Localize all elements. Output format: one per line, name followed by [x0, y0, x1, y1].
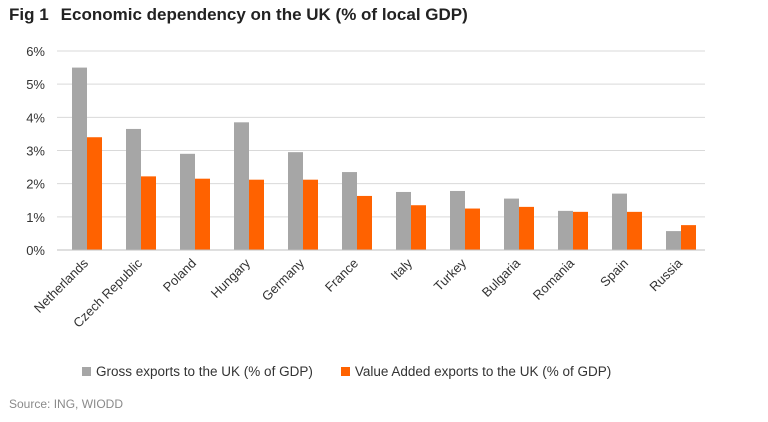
bar-gross — [504, 198, 519, 250]
bar-gross — [396, 191, 411, 250]
y-tick-label: 2% — [26, 177, 45, 192]
title-text: Economic dependency on the UK (% of loca… — [60, 5, 468, 24]
x-tick-label: Romania — [530, 255, 578, 303]
bar-gross — [126, 128, 141, 250]
bar-gross — [558, 210, 573, 250]
bar-gross — [342, 172, 357, 250]
y-tick-label: 3% — [26, 144, 45, 159]
x-tick-label: Germany — [259, 255, 308, 304]
bar-value-added — [627, 211, 642, 250]
bar-value-added — [573, 211, 588, 250]
x-tick-label: Spain — [597, 256, 631, 290]
source-note: Source: ING, WIODD — [9, 397, 124, 411]
bar-gross — [288, 152, 303, 250]
bar-value-added — [681, 225, 696, 250]
bar-gross — [72, 67, 87, 250]
y-tick-label: 1% — [26, 210, 45, 225]
bar-value-added — [249, 179, 264, 250]
bar-value-added — [303, 179, 318, 250]
bar-value-added — [411, 205, 426, 250]
gridlines — [57, 50, 705, 218]
y-tick-label: 0% — [26, 243, 45, 258]
bar-value-added — [465, 208, 480, 250]
x-tick-label: Russia — [646, 255, 685, 294]
legend-label-value-added: Value Added exports to the UK (% of GDP) — [354, 364, 612, 379]
bar-value-added — [195, 178, 210, 250]
bar-value-added — [87, 137, 102, 250]
x-tick-label: Hungary — [208, 255, 254, 301]
figure-number: Fig 1 — [9, 5, 49, 24]
legend-swatch-value-added — [340, 367, 350, 376]
bars — [72, 67, 696, 250]
y-tick-label: 4% — [26, 110, 45, 125]
bar-gross — [450, 190, 465, 250]
legend-item-value-added: Value Added exports to the UK (% of GDP) — [340, 364, 612, 379]
legend-label-gross: Gross exports to the UK (% of GDP) — [96, 364, 313, 379]
chart-title: Fig 1 Economic dependency on the UK (% of… — [9, 5, 468, 25]
bar-gross — [666, 231, 681, 250]
y-tick-label: 6% — [26, 44, 45, 59]
bar-value-added — [519, 206, 534, 250]
x-tick-label: Turkey — [431, 255, 470, 294]
x-tick-label: Italy — [388, 255, 416, 283]
bar-gross — [180, 153, 195, 250]
bar-value-added — [357, 195, 372, 250]
y-axis: 0% 1% 2% 3% 4% 5% 6% — [26, 44, 45, 258]
bar-value-added — [141, 176, 156, 250]
x-tick-label: France — [322, 256, 361, 295]
legend-swatch-gross — [82, 367, 91, 376]
x-tick-label: Bulgaria — [479, 255, 524, 300]
y-tick-label: 5% — [26, 77, 45, 92]
x-tick-label: Poland — [160, 256, 199, 295]
legend: Gross exports to the UK (% of GDP) Value… — [82, 364, 611, 379]
bar-gross — [234, 122, 249, 250]
legend-item-gross: Gross exports to the UK (% of GDP) — [82, 364, 313, 379]
bar-gross — [612, 193, 627, 250]
